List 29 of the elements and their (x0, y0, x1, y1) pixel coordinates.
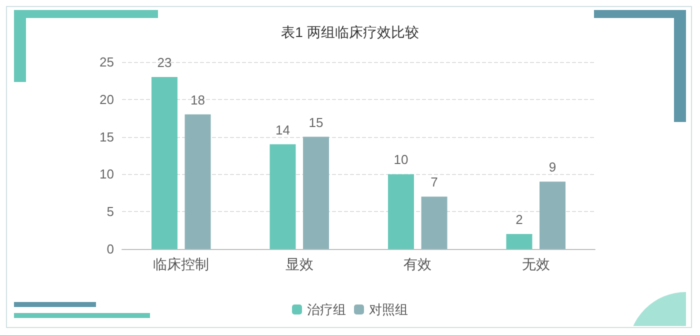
data-label: 15 (308, 114, 324, 130)
bar (151, 76, 178, 249)
bar (184, 114, 211, 249)
y-tick-label: 5 (106, 204, 114, 220)
data-label: 23 (157, 54, 172, 70)
data-label: 18 (190, 92, 205, 108)
bar (388, 174, 414, 249)
y-tick-label: 20 (100, 92, 114, 107)
x-tick-label: 有效 (404, 256, 432, 272)
bar (270, 144, 296, 249)
y-tick-label: 0 (106, 242, 114, 256)
x-tick-label: 显效 (285, 256, 314, 272)
y-tick-label: 15 (100, 129, 114, 144)
data-label: 14 (276, 122, 290, 138)
bar (540, 182, 566, 249)
y-tick-label: 10 (100, 166, 114, 182)
data-label: 10 (394, 152, 408, 168)
x-tick-label: 无效 (522, 256, 550, 272)
x-tick-label: 临床控制 (153, 256, 210, 272)
legend-label: 对照组 (369, 302, 408, 317)
bar (303, 136, 330, 249)
y-tick-label: 25 (100, 54, 114, 70)
data-label: 2 (516, 212, 523, 228)
legend-label: 治疗组 (307, 302, 346, 317)
data-label: 9 (548, 160, 556, 175)
chart-title: 表1 两组临床疗效比较 (281, 24, 419, 40)
bar (506, 234, 532, 249)
bar (421, 196, 448, 249)
data-label: 7 (430, 174, 438, 190)
